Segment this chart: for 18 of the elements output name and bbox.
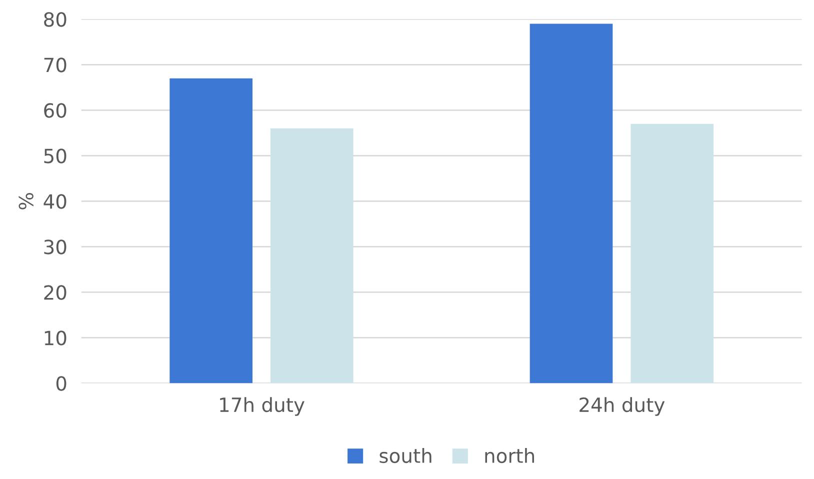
- y-tick-label: 0: [56, 376, 66, 391]
- bar: [170, 78, 252, 384]
- legend-label: north: [485, 448, 534, 464]
- x-tick-label: 24h duty: [580, 397, 665, 416]
- y-tick-label: 20: [44, 285, 66, 300]
- y-tick-label: 10: [44, 330, 66, 346]
- x-tick-label: 17h duty: [220, 397, 304, 416]
- y-tick-label: 60: [44, 103, 66, 118]
- legend-label: south: [380, 448, 432, 464]
- y-tick-label: 30: [44, 240, 66, 254]
- bar: [270, 128, 354, 384]
- bar: [630, 124, 714, 384]
- y-tick-label: 80: [44, 12, 66, 27]
- y-tick-label: 40: [44, 194, 66, 209]
- y-axis-title: %: [18, 193, 34, 210]
- bar: [530, 24, 613, 384]
- y-tick-label: 50: [44, 148, 66, 164]
- y-tick-label: 70: [44, 58, 66, 72]
